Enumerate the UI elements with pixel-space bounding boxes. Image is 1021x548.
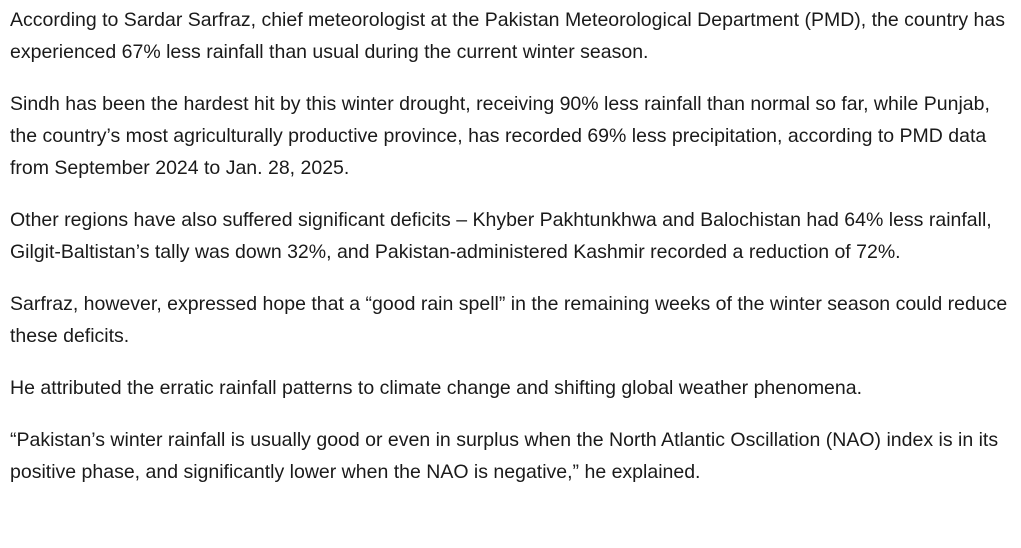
paragraph-pmd-rainfall: According to Sardar Sarfraz, chief meteo…: [10, 9, 1005, 63]
paragraph-nao-quote: “Pakistan’s winter rainfall is usually g…: [10, 429, 999, 483]
paragraph-climate-attribution: He attributed the erratic rainfall patte…: [10, 377, 863, 399]
paragraph-regional-deficits: Other regions have also suffered signifi…: [10, 209, 992, 263]
paragraph-rain-hope: Sarfraz, however, expressed hope that a …: [10, 293, 1008, 347]
article-body: According to Sardar Sarfraz, chief meteo…: [10, 4, 1015, 508]
paragraph-sindh-drought: Sindh has been the hardest hit by this w…: [10, 93, 990, 179]
